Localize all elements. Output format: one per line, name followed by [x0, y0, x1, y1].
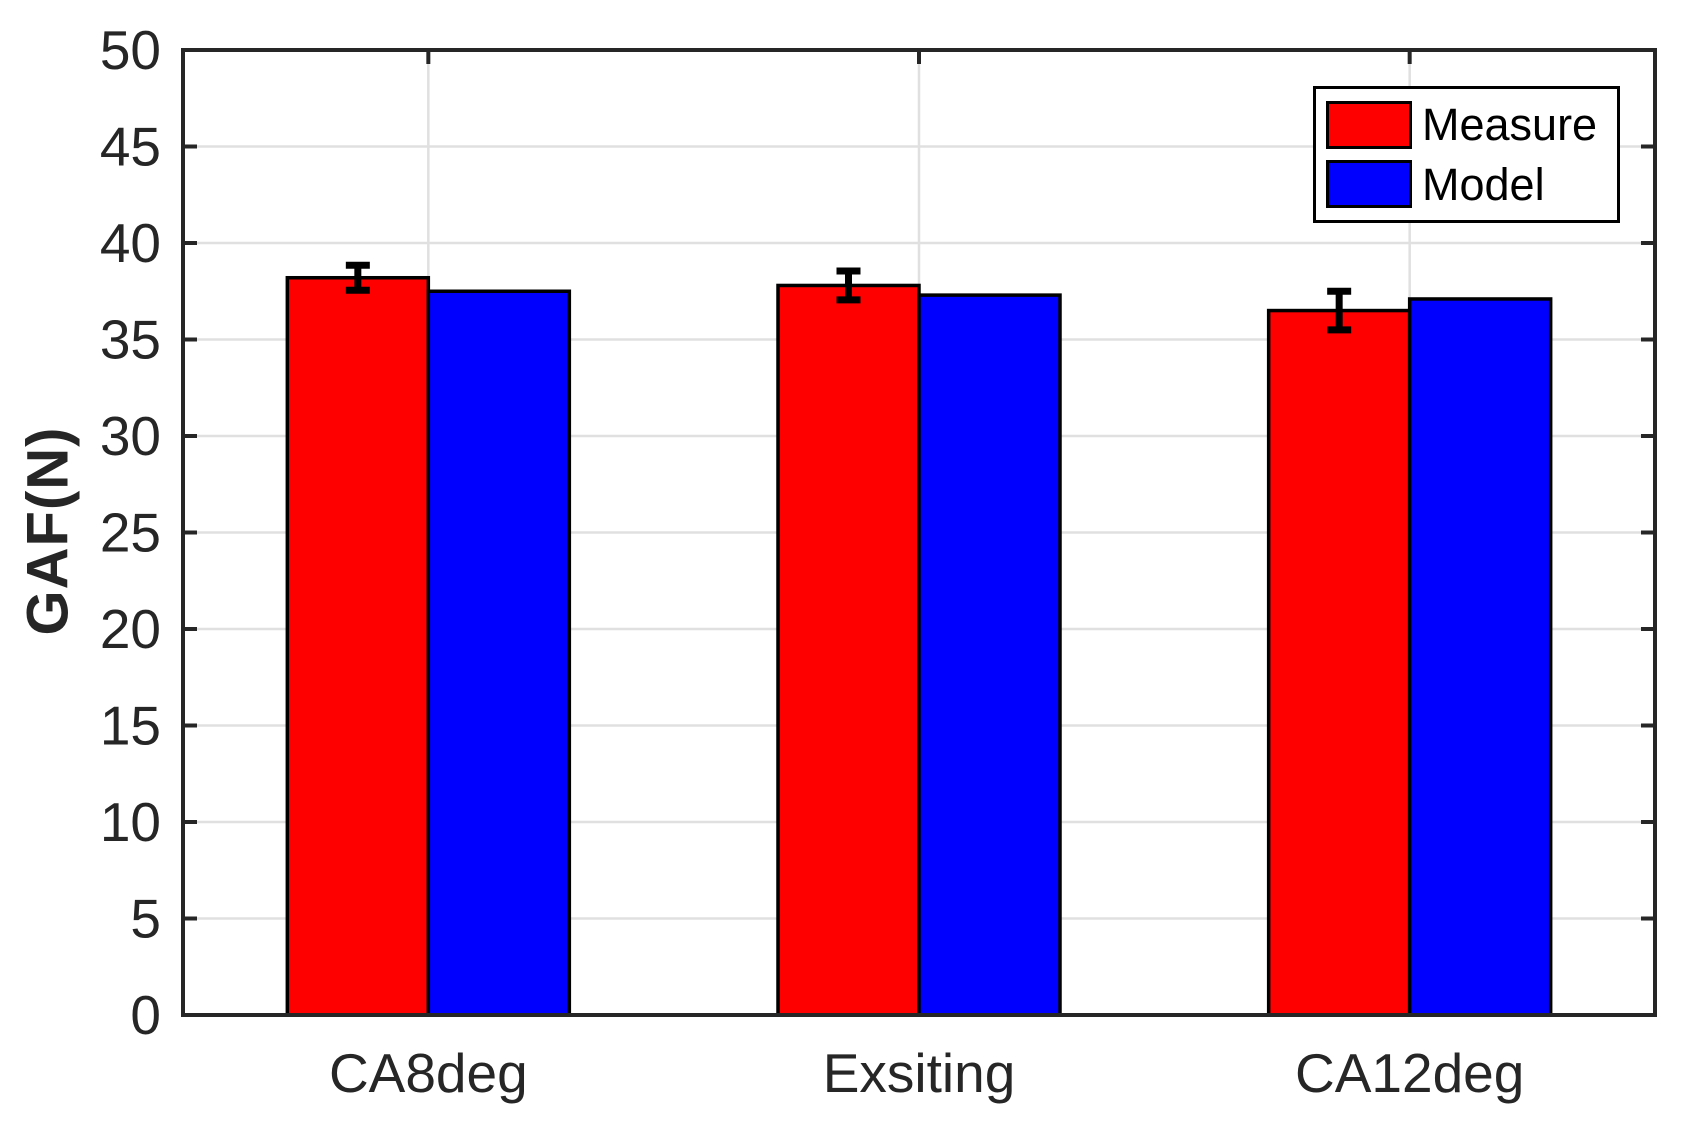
- x-tick-label-exsiting: Exsiting: [823, 1042, 1016, 1104]
- x-tick-label-ca12deg: CA12deg: [1295, 1042, 1524, 1104]
- legend-swatch-model: [1326, 160, 1412, 209]
- legend-swatch-measure: [1326, 100, 1412, 149]
- y-tick-label-20: 20: [100, 598, 161, 660]
- y-tick-label-35: 35: [100, 309, 161, 371]
- axis-box: [181, 48, 1657, 1017]
- bar-measure-ca12deg: [1266, 308, 1412, 1017]
- legend-item-model: Model: [1326, 158, 1617, 210]
- legend-item-measure: Measure: [1326, 99, 1617, 151]
- y-tick-label-30: 30: [100, 405, 161, 467]
- bar-measure-exsiting: [776, 283, 921, 1017]
- y-tick-label-25: 25: [100, 502, 161, 564]
- bar-model-exsiting: [917, 293, 1062, 1017]
- y-tick-label-15: 15: [100, 695, 161, 757]
- y-tick-label-0: 0: [130, 984, 161, 1046]
- y-tick-label-40: 40: [100, 212, 161, 274]
- bar-model-ca12deg: [1407, 297, 1553, 1017]
- bar-measure-ca8deg: [285, 275, 431, 1017]
- y-tick-label-50: 50: [100, 19, 161, 81]
- x-tick-label-ca8deg: CA8deg: [329, 1042, 528, 1104]
- y-tick-label-5: 5: [130, 888, 161, 950]
- legend-box: Measure Model: [1313, 86, 1620, 223]
- bar-model-ca8deg: [426, 289, 572, 1017]
- legend-label-model: Model: [1422, 158, 1545, 210]
- y-tick-label-45: 45: [100, 116, 161, 178]
- y-axis-title: GAF(N): [15, 426, 81, 636]
- legend-label-measure: Measure: [1422, 99, 1598, 151]
- y-tick-label-10: 10: [100, 791, 161, 853]
